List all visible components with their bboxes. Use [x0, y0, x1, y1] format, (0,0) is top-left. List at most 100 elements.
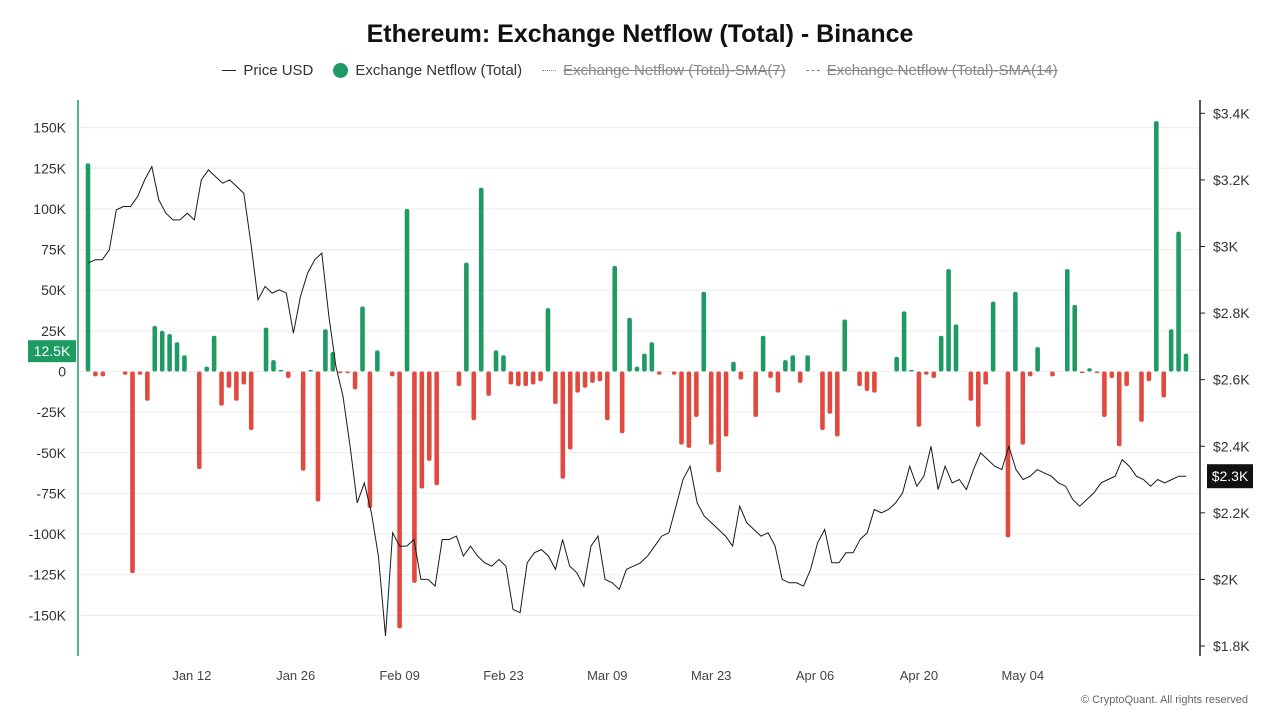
netflow-bar-negative [797, 371, 803, 383]
netflow-bar-positive [404, 208, 410, 372]
netflow-bar-positive [649, 342, 655, 372]
netflow-bar-negative [1124, 371, 1129, 387]
left-tick-label: -125K [29, 567, 67, 583]
netflow-bar-positive [946, 269, 951, 372]
netflow-bar-negative [968, 371, 974, 401]
netflow-bar-negative [1050, 371, 1055, 377]
netflow-bar-negative [196, 371, 202, 470]
netflow-bar-negative [248, 371, 254, 431]
netflow-bar-negative [286, 371, 291, 378]
netflow-bar-negative [471, 371, 477, 421]
netflow-bar-negative [835, 371, 840, 437]
netflow-bar-negative [679, 371, 684, 445]
netflow-bar-negative [1139, 371, 1144, 422]
netflow-bar-negative [1027, 371, 1033, 377]
netflow-bars [85, 121, 1189, 629]
netflow-bar-negative [93, 371, 98, 377]
solid-line-icon [222, 70, 237, 71]
netflow-bar-negative [426, 371, 432, 461]
left-tick-label: -75K [36, 485, 66, 501]
value-badges: 12.5K $2.3K [28, 340, 1253, 489]
netflow-bar-positive [627, 317, 632, 372]
legend-item-netflow[interactable]: Exchange Netflow (Total) [333, 62, 522, 79]
netflow-bar-negative [367, 371, 373, 509]
netflow-bar-positive [701, 291, 707, 372]
netflow-bar-negative [434, 371, 439, 486]
netflow-bar-negative [538, 371, 543, 382]
netflow-bar-negative [345, 371, 350, 374]
netflow-bar-positive [642, 353, 647, 372]
netflow-bar-negative [226, 371, 232, 388]
netflow-bar-negative [1094, 371, 1100, 374]
netflow-bar-negative [694, 371, 699, 418]
netflow-bar-positive [360, 306, 365, 372]
netflow-bar-negative [315, 371, 321, 502]
left-axis-ticks: 150K 125K 100K 75K 50K 25K 0 -25K -50K -75K -100K -… [29, 120, 67, 624]
legend-label-sma14: Exchange Netflow (Total)-SMA(14) [826, 62, 1058, 79]
netflow-bar-negative [515, 371, 521, 387]
netflow-bar-negative [975, 371, 981, 427]
left-tick-label: 100K [33, 201, 66, 217]
left-tick-label: -100K [29, 526, 67, 542]
netflow-bar-positive [174, 342, 180, 372]
netflow-bar-positive [1035, 347, 1040, 372]
netflow-bar-positive [909, 369, 914, 372]
legend-item-sma7[interactable]: Exchange Netflow (Total)-SMA(7) [542, 62, 786, 79]
netflow-bar-positive [330, 351, 336, 372]
x-tick-label: Jan 26 [276, 668, 315, 683]
netflow-bar-positive [1064, 269, 1070, 372]
netflow-bar-negative [389, 371, 395, 377]
left-tick-label: -150K [29, 607, 67, 623]
legend-item-price[interactable]: Price USD [222, 62, 313, 79]
netflow-bar-negative [582, 371, 588, 388]
right-tick-label: $2.2K [1213, 505, 1250, 521]
netflow-bar-positive [464, 262, 469, 372]
netflow-bar-positive [493, 350, 499, 372]
netflow-bar-negative [553, 371, 558, 405]
x-tick-label: Mar 09 [587, 668, 627, 683]
netflow-bar-negative [486, 371, 491, 396]
netflow-bar-positive [783, 360, 788, 372]
netflow-bar-negative [530, 371, 536, 385]
dashed-line-icon [805, 70, 820, 71]
left-tick-label: -50K [36, 445, 66, 461]
netflow-bar-positive [1154, 121, 1159, 372]
netflow-bar-negative [508, 371, 514, 385]
green-dot-icon [333, 63, 349, 78]
netflow-bar-positive [805, 355, 810, 372]
netflow-bar-negative [137, 371, 143, 375]
netflow-bar-positive [612, 265, 618, 372]
netflow-bar-positive [990, 301, 996, 372]
right-tick-label: $3K [1213, 238, 1239, 254]
netflow-bar-positive [308, 369, 313, 372]
netflow-bar-negative [983, 371, 988, 385]
netflow-bar-negative [864, 371, 870, 392]
netflow-bar-negative [931, 371, 937, 378]
left-tick-label: 150K [33, 120, 66, 136]
netflow-bar-positive [204, 366, 210, 372]
netflow-bar-negative [397, 371, 402, 629]
dotted-line-icon [542, 70, 557, 71]
netflow-bar-negative [337, 371, 343, 374]
netflow-bar-positive [790, 355, 796, 372]
netflow-bar-positive [211, 335, 217, 372]
right-tick-label: $2.4K [1213, 438, 1250, 454]
netflow-bar-positive [938, 335, 944, 372]
netflow-bar-negative [234, 371, 239, 401]
netflow-bar-negative [567, 371, 573, 450]
netflow-bar-negative [738, 371, 744, 380]
netflow-bar-positive [1013, 291, 1018, 372]
netflow-bar-negative [100, 371, 106, 377]
legend-item-sma14[interactable]: Exchange Netflow (Total)-SMA(14) [805, 62, 1058, 79]
right-tick-label: $3.4K [1213, 105, 1250, 121]
netflow-bar-positive [545, 308, 551, 372]
netflow-bar-negative [1146, 371, 1152, 382]
netflow-bar-negative [656, 371, 662, 375]
left-tick-label: -25K [36, 404, 66, 420]
left-tick-label: 75K [41, 242, 67, 258]
netflow-bar-positive [953, 324, 959, 372]
netflow-bar-negative [827, 371, 833, 414]
current-netflow-label: 12.5K [34, 343, 71, 359]
x-tick-label: Jan 12 [172, 668, 211, 683]
